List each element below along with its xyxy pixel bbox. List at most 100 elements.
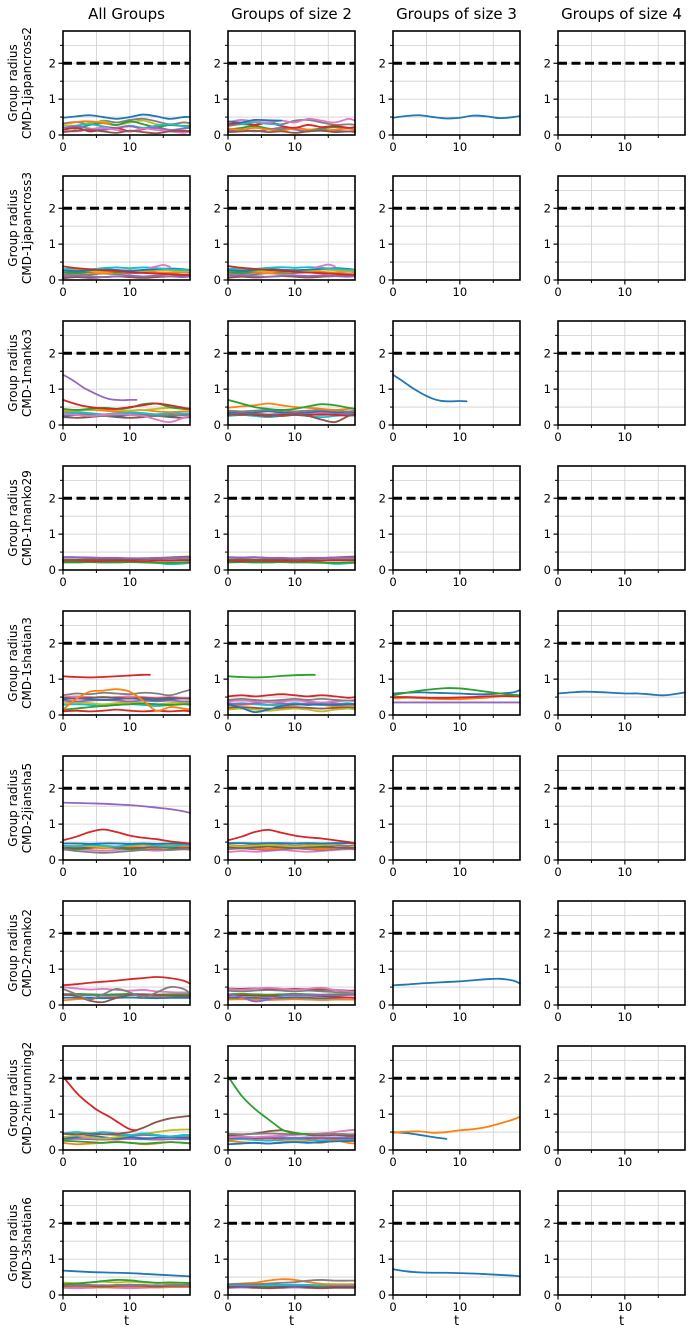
y-tick-label: 2 <box>379 346 386 360</box>
series-line-brown <box>62 415 191 419</box>
x-tick-label: 10 <box>288 140 303 154</box>
axes-box <box>227 1045 356 1151</box>
x-tick-label: 0 <box>554 1155 561 1169</box>
series-line-green <box>392 687 521 697</box>
x-tick-label: 0 <box>224 1010 231 1024</box>
y-tick-label: 2 <box>544 56 551 70</box>
subplot-CMD-1manko29-col2: 0 10 0 1 2 <box>214 465 356 589</box>
x-tick-label: 10 <box>618 1155 633 1169</box>
y-tick-label: 1 <box>379 527 386 541</box>
series-line-brown <box>62 129 191 135</box>
y-tick-label: 1 <box>379 382 386 396</box>
series-line-blue <box>392 373 468 403</box>
y-tick-label: 2 <box>379 636 386 650</box>
x-tick-label: 0 <box>389 1300 396 1314</box>
series-line-red <box>227 265 356 276</box>
series-line-gray <box>227 1279 356 1286</box>
series-line-green <box>62 992 191 996</box>
y-tick-label: 2 <box>544 926 551 940</box>
x-tick-label: 0 <box>554 575 561 589</box>
axes-box <box>227 900 356 1006</box>
subplot-CMD-2jiansha5-col1: 0 10 0 1 2 <box>49 755 191 879</box>
axes-box <box>557 755 686 861</box>
subplot-CMD-2manko2-col2: 0 10 0 1 2 <box>214 900 356 1024</box>
series-line-brown <box>62 1115 191 1136</box>
x-tick-label: 10 <box>123 1010 138 1024</box>
series-line-pink <box>62 413 191 424</box>
x-tick-label: 10 <box>618 285 633 299</box>
subplot-CMD-1shatian3-col4: 0 10 0 1 2 <box>544 610 686 734</box>
axes-box <box>392 175 521 281</box>
axes-box <box>62 610 191 716</box>
axes-box <box>62 1045 191 1151</box>
x-tick-label: 0 <box>59 575 66 589</box>
series-line-purple <box>62 274 191 279</box>
series-line-orange <box>227 1278 356 1286</box>
series-line-orange <box>68 120 111 126</box>
y-tick-label: 2 <box>379 781 386 795</box>
x-tick-label: 0 <box>224 720 231 734</box>
axes-box <box>557 175 686 281</box>
y-tick-label: 1 <box>49 382 56 396</box>
y-tick-label: 0 <box>214 273 221 287</box>
series-line-purple <box>227 274 356 278</box>
x-tick-label: 0 <box>554 720 561 734</box>
series-line-red <box>62 1075 138 1132</box>
series-line-blue <box>227 703 356 714</box>
series-line-brown <box>227 129 356 134</box>
series-line-red <box>62 708 191 713</box>
y-tick-label: 2 <box>214 926 221 940</box>
axes-box <box>557 610 686 716</box>
subplot-CMD-1japancross2-col3: 0 10 0 1 2 <box>379 30 521 154</box>
y-tick-label: 2 <box>379 1216 386 1230</box>
x-tick-label: 10 <box>288 1300 303 1314</box>
series-line-brown <box>227 845 356 849</box>
subplot-CMD-1shatian3-col2: 0 10 0 1 2 <box>214 610 356 734</box>
x-tick-label: 0 <box>224 430 231 444</box>
x-tick-label: 0 <box>554 1300 561 1314</box>
y-tick-label: 2 <box>214 56 221 70</box>
y-tick-label: 0 <box>379 1143 386 1157</box>
series-line-purple <box>227 556 356 560</box>
series-line-purple <box>62 801 191 814</box>
series-line-gray <box>62 848 191 854</box>
y-tick-label: 0 <box>379 998 386 1012</box>
y-tick-label: 1 <box>544 672 551 686</box>
series-line-brown <box>227 706 356 710</box>
axes-box <box>227 30 356 136</box>
y-tick-label: 0 <box>214 418 221 432</box>
axes-box <box>392 1190 521 1296</box>
y-tick-label: 1 <box>214 672 221 686</box>
series-line-gray <box>62 1283 191 1287</box>
subplot-CMD-1japancross2-col2: 0 10 0 1 2 <box>214 30 356 154</box>
series-line-olive <box>62 701 191 706</box>
subplot-CMD-2manko2-col1: 0 10 0 1 2 <box>49 900 191 1024</box>
x-tick-label: 10 <box>288 1010 303 1024</box>
y-tick-label: 0 <box>379 418 386 432</box>
y-tick-label: 2 <box>214 1216 221 1230</box>
subplot-CMD-2niurunning2-col3: 0 10 0 1 2 <box>379 1045 521 1169</box>
x-tick-label: 10 <box>453 865 468 879</box>
y-tick-label: 2 <box>544 201 551 215</box>
y-tick-label: 2 <box>49 781 56 795</box>
series-line-red <box>62 673 151 679</box>
y-tick-label: 2 <box>544 491 551 505</box>
y-tick-label: 0 <box>544 418 551 432</box>
y-tick-label: 1 <box>544 92 551 106</box>
y-tick-label: 1 <box>49 1252 56 1266</box>
x-axis-label: t <box>288 1314 295 1329</box>
y-tick-label: 1 <box>379 672 386 686</box>
x-tick-label: 10 <box>123 1155 138 1169</box>
axes-box <box>392 465 521 571</box>
series-line-red <box>62 828 191 845</box>
y-tick-label: 0 <box>49 1143 56 1157</box>
column-title-all-groups: All Groups <box>88 5 165 23</box>
x-tick-label: 0 <box>224 575 231 589</box>
x-tick-label: 10 <box>288 575 303 589</box>
subplot-CMD-2manko2-col4: 0 10 0 1 2 <box>544 900 686 1024</box>
y-tick-label: 1 <box>544 1252 551 1266</box>
axes-box <box>62 1190 191 1296</box>
subplot-CMD-1japancross3-col2: 0 10 0 1 2 <box>214 175 356 299</box>
series-line-blue <box>62 113 191 120</box>
